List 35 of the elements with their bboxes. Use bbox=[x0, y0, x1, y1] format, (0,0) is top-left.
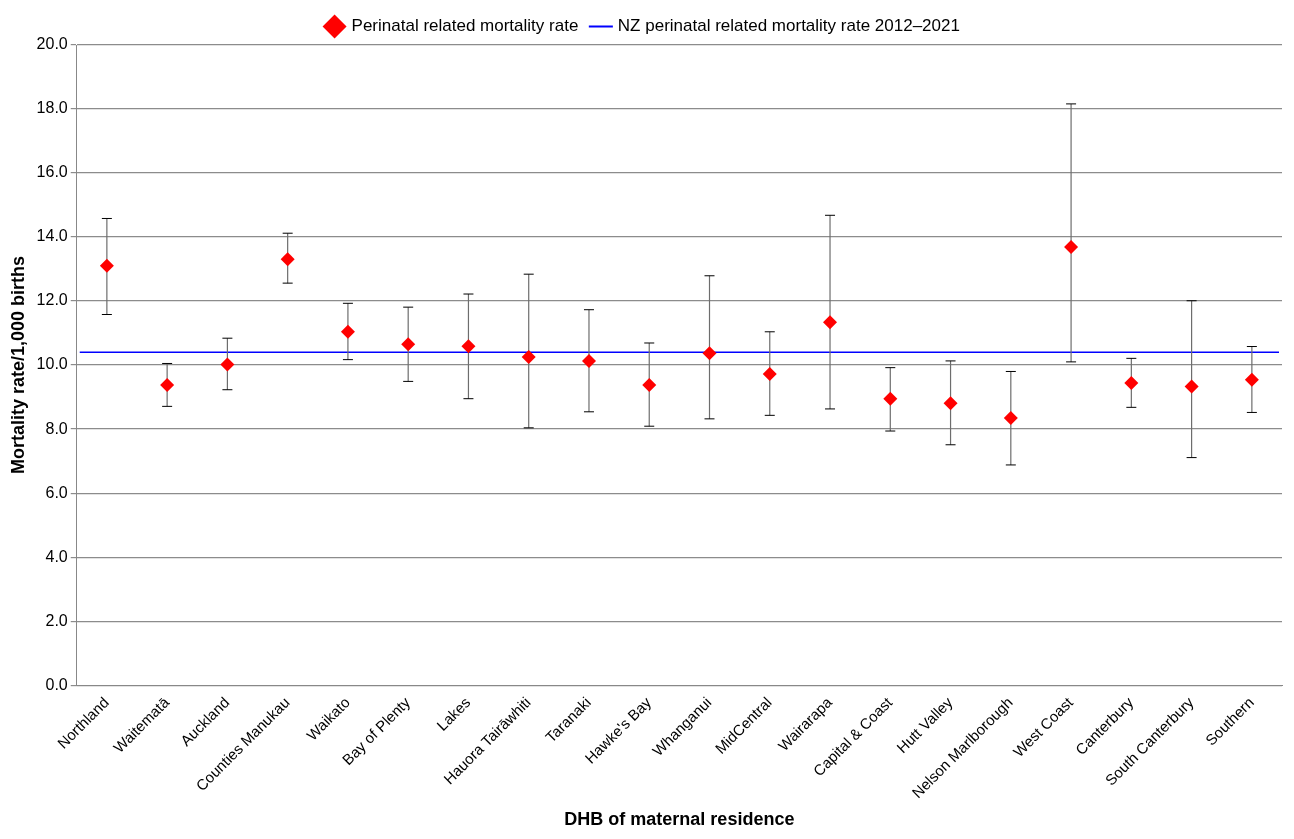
point bbox=[1124, 376, 1139, 391]
point bbox=[642, 377, 657, 392]
point bbox=[762, 367, 777, 382]
legend-label: Perinatal related mortality rate bbox=[351, 16, 579, 36]
point bbox=[401, 337, 416, 352]
x-axis-title: DHB of maternal residence bbox=[564, 809, 795, 830]
y-tick-label: 18.0 bbox=[36, 99, 68, 117]
point bbox=[220, 357, 235, 372]
point bbox=[340, 324, 355, 339]
y-tick-label: 0.0 bbox=[45, 675, 68, 693]
point bbox=[883, 391, 898, 406]
y-tick-label: 16.0 bbox=[36, 163, 68, 181]
legend-label: NZ perinatal related mortality rate 2012–2021 bbox=[617, 16, 960, 36]
point bbox=[1003, 410, 1018, 425]
point bbox=[1244, 372, 1259, 387]
y-tick-label: 6.0 bbox=[45, 483, 68, 501]
point bbox=[461, 339, 476, 354]
point bbox=[1184, 379, 1199, 394]
point bbox=[943, 396, 958, 411]
y-tick-label: 12.0 bbox=[36, 291, 68, 309]
point bbox=[702, 346, 717, 361]
y-tick-label: 20.0 bbox=[36, 35, 68, 53]
y-tick-label: 10.0 bbox=[36, 355, 68, 373]
point bbox=[823, 315, 838, 330]
y-tick-label: 14.0 bbox=[36, 227, 68, 245]
y-tick-label: 4.0 bbox=[45, 547, 68, 565]
point bbox=[99, 258, 114, 273]
point bbox=[1064, 239, 1079, 254]
y-axis-title: Mortality rate/1,000 births bbox=[7, 256, 28, 475]
point bbox=[280, 252, 295, 267]
point bbox=[160, 377, 175, 392]
point bbox=[581, 353, 596, 368]
point bbox=[521, 350, 536, 365]
y-tick-label: 2.0 bbox=[45, 611, 68, 629]
y-tick-label: 8.0 bbox=[45, 419, 68, 437]
